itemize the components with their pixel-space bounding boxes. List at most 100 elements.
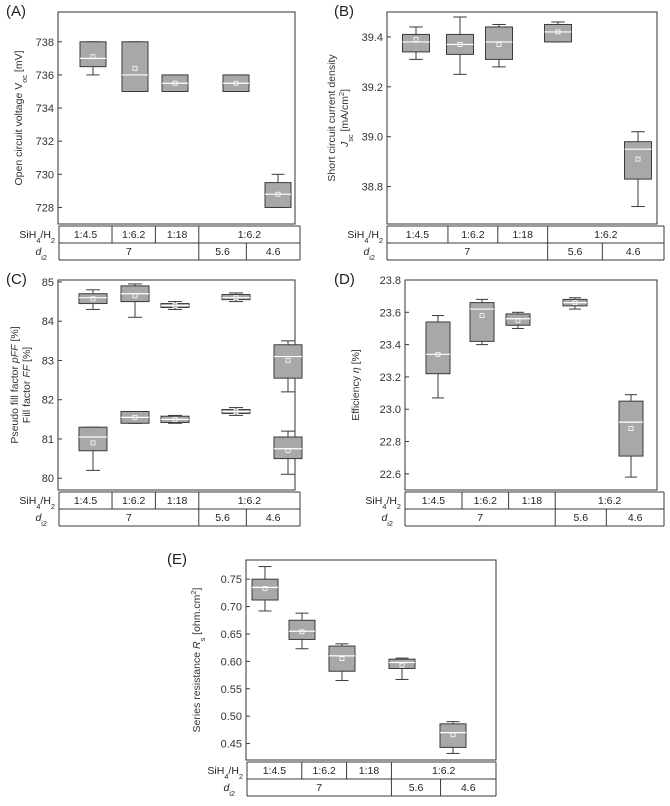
y-tick-label: 0.75 xyxy=(221,574,242,586)
table-row-label-di2-part: i2 xyxy=(41,519,47,528)
y-tick-label: 85 xyxy=(42,277,54,289)
table-row-label-sih4-part: /H xyxy=(40,495,51,507)
table-row-label-sih4: SiH4/H2 xyxy=(19,229,55,245)
box-group xyxy=(78,289,108,310)
panel-b: (B) 38.8 39.0 39.2 39.4 Short circuit current… xyxy=(326,3,665,262)
box-group xyxy=(439,721,467,754)
y-axis-label: Efficiency η [%] xyxy=(350,349,362,421)
y-axis-label-line1: Pseudo fill factor pFF [%] xyxy=(9,326,21,443)
y-tick-label: 0.70 xyxy=(221,602,242,614)
box-group xyxy=(221,292,251,303)
y-tick-label: 23.6 xyxy=(380,307,401,319)
y-tick-label: 0.50 xyxy=(221,711,242,723)
table-row-label-di2-part: d xyxy=(381,512,388,524)
table-row-label-di2-part: i2 xyxy=(387,519,393,528)
mean-marker xyxy=(515,317,521,323)
table-row-label-sih4-part: 2 xyxy=(51,236,55,245)
table-cell: 1:6.2 xyxy=(122,495,146,507)
table-row-label-sih4-part: 4 xyxy=(364,236,368,245)
box-group xyxy=(121,41,149,92)
mean-marker xyxy=(285,358,291,363)
table-cell: 1:4.5 xyxy=(406,229,430,241)
panel-label: (D) xyxy=(334,271,355,288)
y-axis-label-line2-part: 2 xyxy=(337,92,346,96)
panel-label: (C) xyxy=(6,271,27,288)
y-tick-label: 0.45 xyxy=(221,739,242,751)
mean-marker xyxy=(399,662,405,668)
y-axis-label-line2: Fill factor FF [%] xyxy=(21,347,33,424)
table-row-label-sih4-part: 2 xyxy=(51,502,55,511)
table-cell: 1:6.2 xyxy=(432,765,456,777)
table-row-label-di2: di2 xyxy=(223,782,235,798)
mean-marker xyxy=(450,732,456,738)
table-row-label-di2-part: i2 xyxy=(229,789,235,798)
y-axis-label: Efficiency η [%] xyxy=(350,349,362,421)
table-cell: 1:6.2 xyxy=(461,229,485,241)
y-axis-label-line2-part: ] xyxy=(339,89,351,92)
table-cell: 5.6 xyxy=(573,512,588,524)
mean-marker xyxy=(172,303,178,308)
mean-marker xyxy=(339,656,345,662)
y-tick-label: 734 xyxy=(36,103,54,115)
box-group xyxy=(222,74,250,92)
box xyxy=(439,723,467,748)
y-axis-label-line2-part: FF xyxy=(21,364,33,377)
y-axis-label: Pseudo fill factor pFF [%]Fill factor FF… xyxy=(9,326,33,443)
y-tick-label: 39.4 xyxy=(362,32,383,44)
y-tick-label: 22.8 xyxy=(380,437,401,449)
y-tick-label: 38.8 xyxy=(362,182,383,194)
box xyxy=(425,321,451,375)
table-cell: 1:4.5 xyxy=(422,495,446,507)
box-group xyxy=(273,430,303,475)
table-row-label-sih4-part: SiH xyxy=(365,495,382,507)
y-axis-label: Short circuit current density Jsc [mA/cm2… xyxy=(326,54,355,182)
box-group xyxy=(251,566,279,612)
table-row-label-sih4-part: 4 xyxy=(36,502,40,511)
y-tick-label: 81 xyxy=(42,434,54,446)
mean-marker xyxy=(628,426,634,432)
y-tick-label: 84 xyxy=(42,316,54,328)
table-row-label-di2-part: i2 xyxy=(369,253,375,262)
table-row-label-sih4-part: SiH xyxy=(19,495,36,507)
y-tick-label: 23.0 xyxy=(380,404,401,416)
table-row-label-sih4-part: 4 xyxy=(382,502,386,511)
table-row-label-sih4-part: /H xyxy=(40,229,51,241)
table-row-label-di2: di2 xyxy=(381,512,393,528)
table-cell: 1:6.2 xyxy=(238,229,262,241)
table-cell: 4.6 xyxy=(266,512,281,524)
y-axis-label-part: η xyxy=(350,367,362,373)
box xyxy=(78,293,108,305)
table-row-label-di2: di2 xyxy=(35,246,47,262)
table-cell: 5.6 xyxy=(568,246,583,258)
y-tick-label: 728 xyxy=(36,202,54,214)
mean-marker xyxy=(435,351,441,357)
mean-marker xyxy=(90,440,96,446)
box-group xyxy=(79,41,107,76)
table-row-label-sih4: SiH4/H2 xyxy=(365,495,401,511)
table-cell: 1:6.2 xyxy=(598,495,622,507)
y-tick-label: 0.60 xyxy=(221,656,242,668)
y-axis-label-part: [%] xyxy=(350,349,362,367)
table-cell: 5.6 xyxy=(215,512,230,524)
box-group xyxy=(469,298,495,346)
mean-marker xyxy=(285,448,291,454)
table-cell: 1:4.5 xyxy=(263,765,287,777)
box-group xyxy=(273,340,303,393)
table-row-label-sih4-part: 4 xyxy=(36,236,40,245)
table-cell: 1:18 xyxy=(167,495,188,507)
box-group xyxy=(120,410,150,424)
y-tick-label: 39.2 xyxy=(362,82,383,94)
y-tick-label: 0.55 xyxy=(221,684,242,696)
table-cell: 1:18 xyxy=(522,495,543,507)
box-group xyxy=(544,21,572,43)
table-row-label-sih4-part: /H xyxy=(228,765,239,777)
y-axis-label: Open circuit voltage Voc [mV] xyxy=(13,50,29,185)
y-tick-label: 83 xyxy=(42,355,54,367)
table-cell: 1:4.5 xyxy=(74,229,98,241)
box xyxy=(264,182,292,208)
y-axis-label-line1-part: [%] xyxy=(9,326,21,344)
mean-marker xyxy=(496,42,502,47)
box-group xyxy=(288,612,316,650)
